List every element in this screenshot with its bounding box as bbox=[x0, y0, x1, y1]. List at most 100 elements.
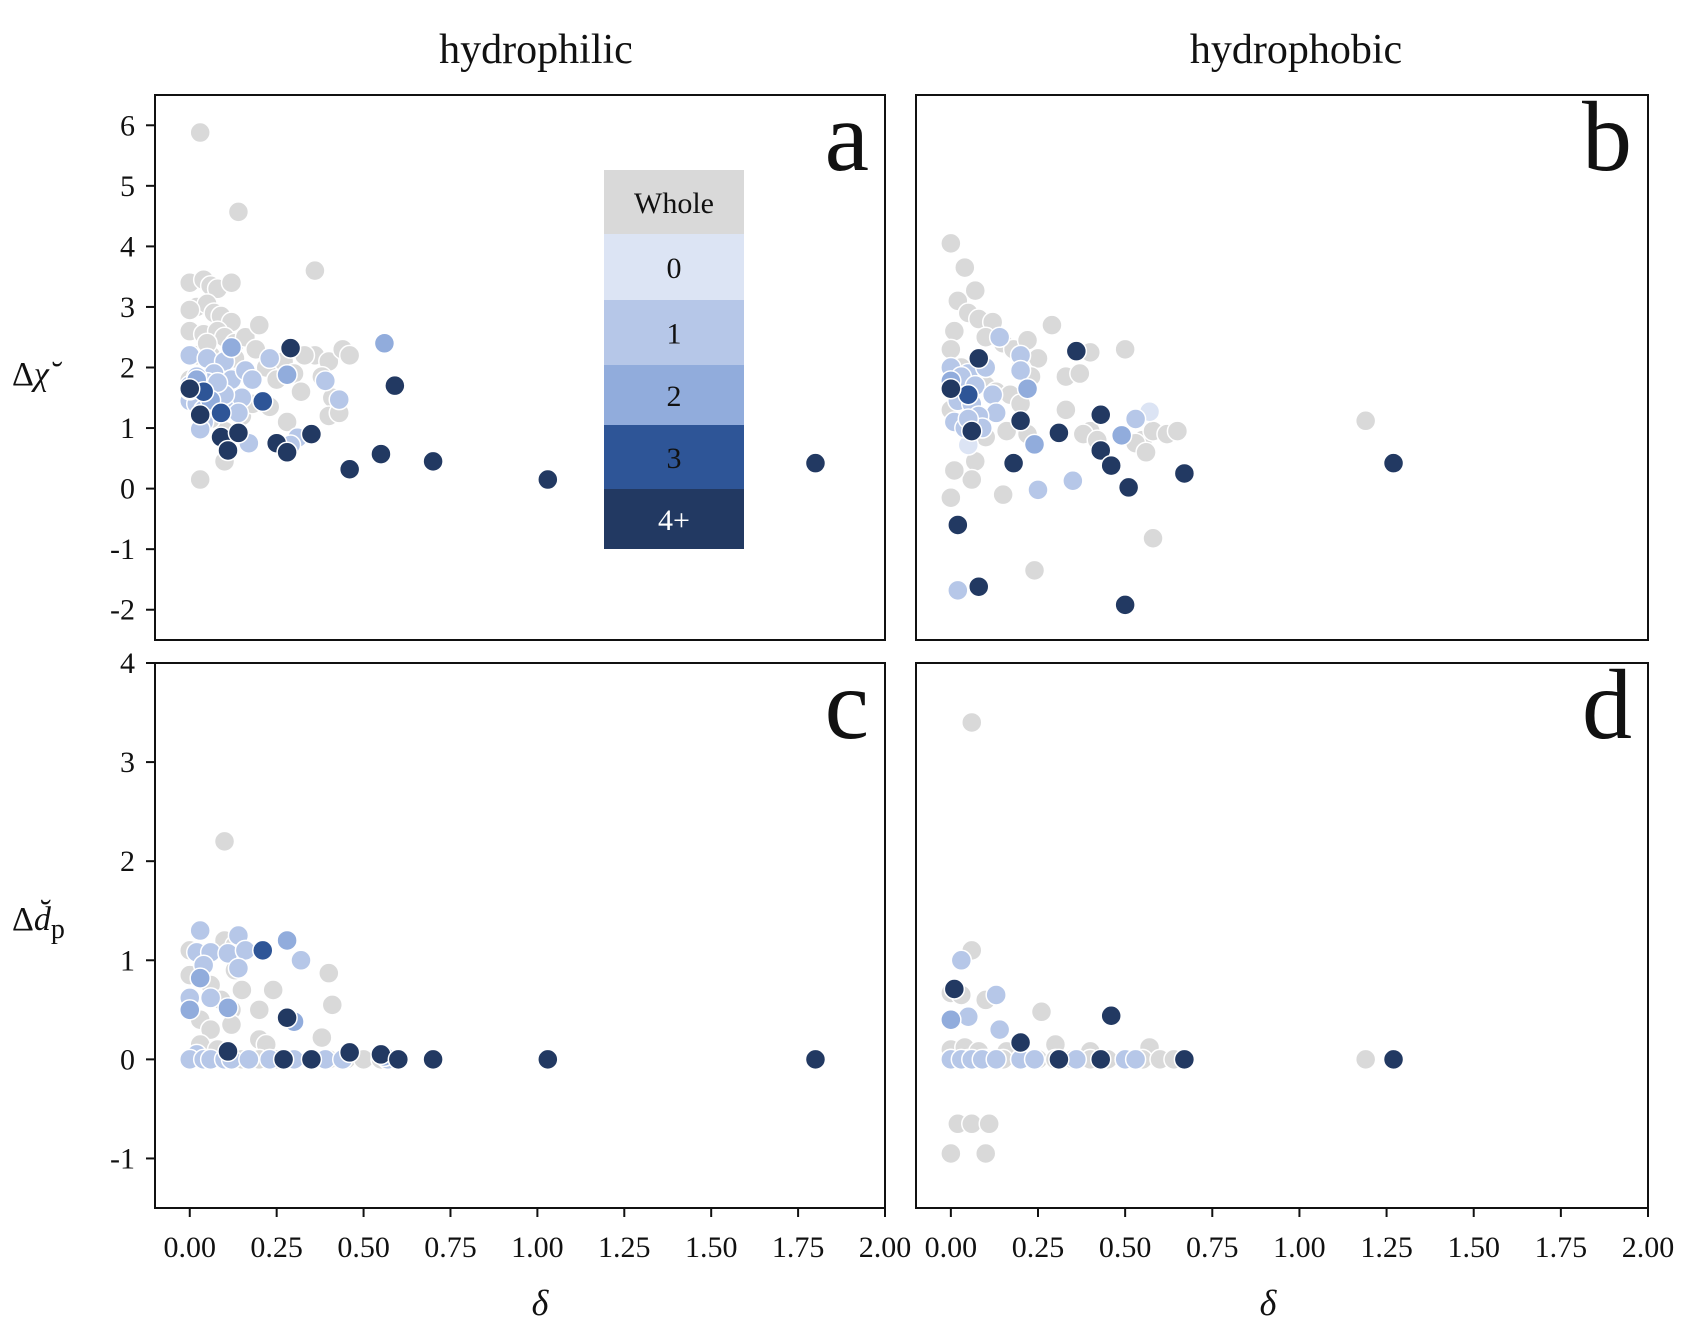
panel-d: 0.00 0.25 0.50 0.75 1.00 1.25 1.50 1.75 2.00 d bbox=[915, 649, 1675, 1264]
data-point bbox=[1016, 377, 1039, 400]
data-point bbox=[1124, 408, 1147, 430]
y-tick-label: -2 bbox=[110, 594, 135, 627]
panel-letter-d: d bbox=[1582, 649, 1632, 760]
data-point bbox=[321, 994, 344, 1016]
data-point bbox=[258, 347, 281, 370]
data-point bbox=[189, 967, 211, 989]
data-point bbox=[1055, 399, 1077, 421]
data-point bbox=[1009, 359, 1032, 382]
data-point bbox=[276, 929, 298, 952]
x-tick-label: 2.00 bbox=[1622, 1231, 1675, 1264]
data-point bbox=[231, 979, 253, 1001]
data-point bbox=[290, 380, 312, 403]
x-tick-label: 1.25 bbox=[598, 1231, 651, 1264]
data-point bbox=[217, 439, 239, 462]
data-point bbox=[279, 337, 302, 359]
series-3 bbox=[192, 380, 274, 424]
y-tick-label: -1 bbox=[110, 533, 135, 566]
data-point bbox=[1354, 410, 1377, 432]
data-point bbox=[370, 443, 392, 465]
panel-letter-b: b bbox=[1582, 81, 1632, 192]
data-point bbox=[384, 374, 406, 397]
data-point bbox=[1030, 1001, 1053, 1023]
x-tick-label: 0.25 bbox=[1012, 1231, 1065, 1264]
data-point bbox=[276, 364, 298, 386]
data-point bbox=[940, 486, 962, 509]
column-title-hydrophobic: hydrophobic bbox=[1190, 27, 1402, 73]
panel-frame bbox=[154, 662, 886, 1209]
data-point bbox=[189, 121, 211, 144]
panel-frame bbox=[915, 662, 1649, 1209]
legend-label: 1 bbox=[667, 318, 682, 351]
data-point bbox=[1382, 1048, 1405, 1071]
y-tick-label: 3 bbox=[120, 291, 135, 324]
y-tick-label: -1 bbox=[110, 1142, 135, 1175]
data-point bbox=[1023, 559, 1046, 582]
x-tick-label: 1.25 bbox=[1360, 1231, 1413, 1264]
data-point bbox=[1002, 452, 1025, 474]
data-point bbox=[940, 338, 962, 361]
y-tick-label: 1 bbox=[120, 412, 135, 445]
data-point bbox=[227, 201, 250, 223]
y-tick-label: 0 bbox=[120, 473, 135, 506]
x-tick-label: 1.00 bbox=[1273, 1231, 1326, 1264]
y-tick-label: 4 bbox=[120, 230, 135, 263]
data-point bbox=[328, 388, 350, 411]
data-point bbox=[1048, 1048, 1070, 1071]
data-point bbox=[943, 978, 966, 1000]
data-point bbox=[950, 949, 973, 972]
data-point bbox=[179, 377, 201, 400]
x-tick-label: 1.50 bbox=[685, 1231, 738, 1264]
data-point bbox=[1009, 1031, 1032, 1054]
data-point bbox=[199, 1018, 222, 1041]
data-point bbox=[804, 452, 827, 474]
data-point bbox=[940, 232, 962, 255]
x-tick-label: 0.00 bbox=[925, 1231, 978, 1264]
data-point bbox=[1124, 1048, 1147, 1071]
data-point bbox=[189, 468, 211, 491]
data-point bbox=[537, 468, 559, 491]
y-axis-label-top: Δχ̆ bbox=[12, 356, 63, 393]
data-point bbox=[1135, 441, 1157, 464]
data-point bbox=[1023, 433, 1046, 456]
x-tick-label: 0.25 bbox=[250, 1231, 303, 1264]
data-point bbox=[311, 1026, 333, 1049]
data-point bbox=[1089, 439, 1112, 462]
x-tick-label: 1.00 bbox=[511, 1231, 564, 1264]
legend: Whole 0 1 2 3 4+ bbox=[604, 170, 744, 549]
data-point bbox=[961, 420, 983, 442]
legend-label: 2 bbox=[667, 380, 682, 413]
data-point bbox=[220, 336, 243, 359]
column-title-hydrophilic: hydrophilic bbox=[439, 27, 633, 73]
data-point bbox=[1100, 1005, 1122, 1027]
legend-swatch bbox=[604, 365, 744, 425]
data-point bbox=[248, 314, 271, 336]
data-point bbox=[804, 1048, 827, 1071]
series-4plus bbox=[179, 337, 827, 491]
x-tick-label: 2.00 bbox=[859, 1231, 912, 1264]
data-point bbox=[300, 1048, 323, 1071]
y-tick-label: 4 bbox=[120, 647, 135, 680]
data-point bbox=[272, 1048, 295, 1071]
data-point bbox=[373, 332, 396, 355]
legend-swatch bbox=[604, 425, 744, 489]
data-point bbox=[290, 949, 312, 972]
data-point bbox=[387, 1048, 410, 1071]
data-point bbox=[943, 320, 966, 342]
data-point bbox=[199, 987, 222, 1009]
data-point bbox=[262, 979, 284, 1001]
x-tick-label: 0.75 bbox=[424, 1231, 477, 1264]
data-point bbox=[422, 1048, 444, 1071]
data-point bbox=[227, 957, 250, 979]
data-point bbox=[179, 999, 201, 1021]
legend-swatch bbox=[604, 489, 744, 549]
series-1 bbox=[940, 949, 1147, 1071]
data-point bbox=[338, 1041, 361, 1064]
data-point bbox=[1114, 338, 1136, 361]
data-point bbox=[967, 347, 990, 370]
data-point bbox=[1354, 1048, 1377, 1071]
data-point bbox=[1089, 403, 1112, 426]
x-tick-label: 0.75 bbox=[1186, 1231, 1239, 1264]
panel-a: 6 5 4 3 2 1 0 -1 -2 a bbox=[110, 81, 886, 641]
data-point bbox=[985, 984, 1007, 1006]
